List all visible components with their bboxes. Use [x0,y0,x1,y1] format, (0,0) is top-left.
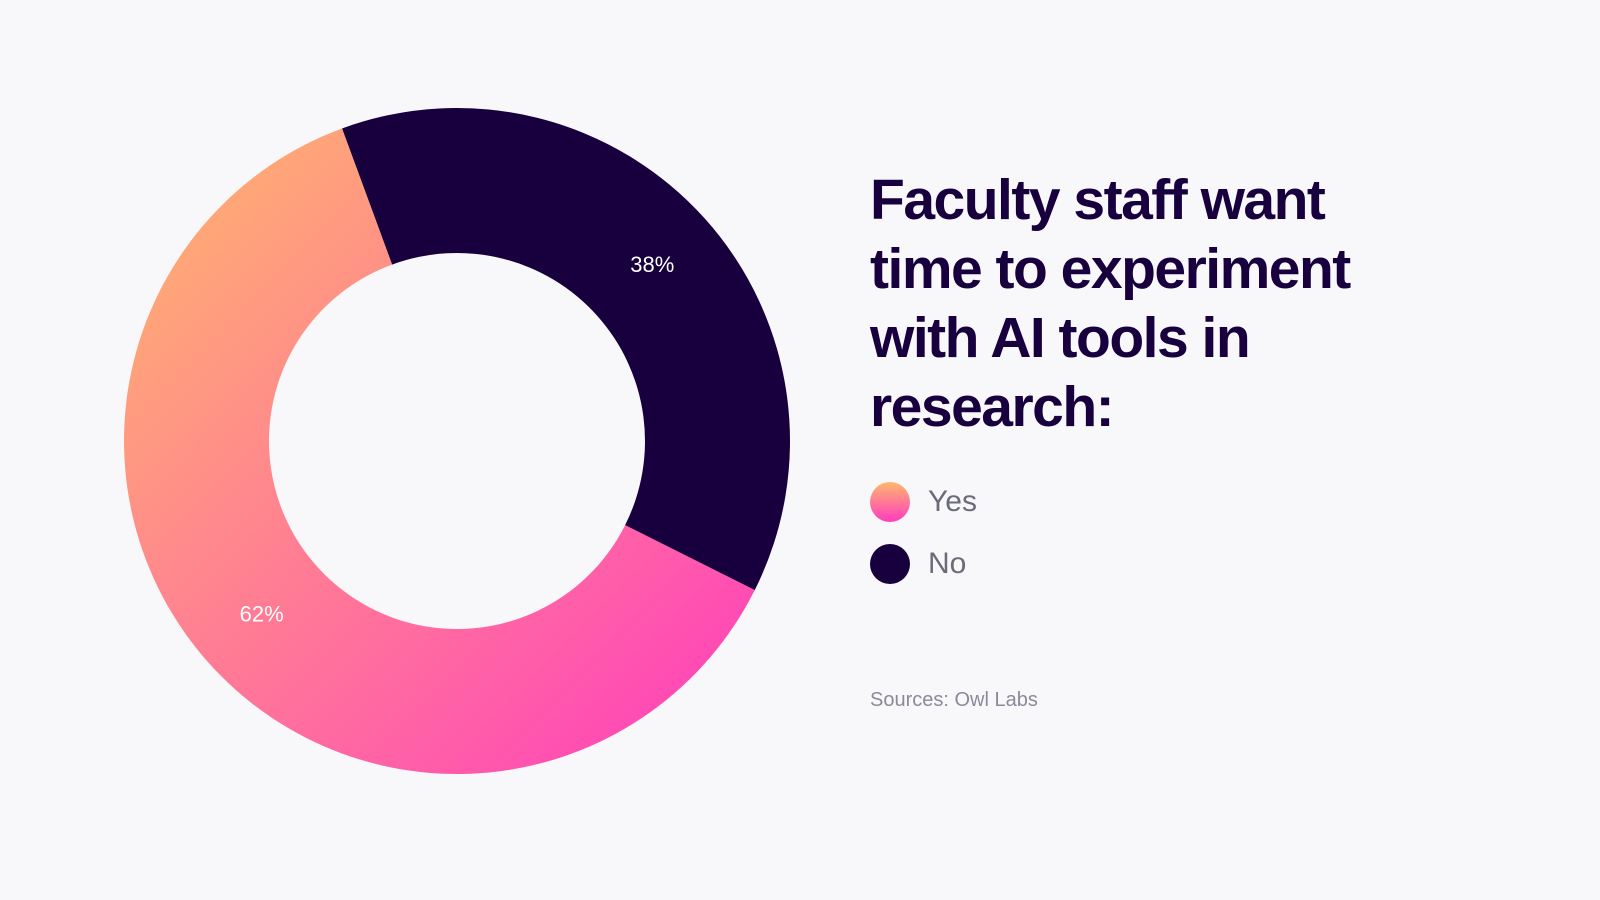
value-label: 38% [630,252,674,277]
value-label: 62% [240,601,284,626]
legend-marker [870,482,910,522]
chart-title: Faculty staff want time to experiment wi… [870,168,1351,439]
legend-marker [870,544,910,584]
donut-segment [342,107,790,591]
source-note: Sources: Owl Labs [870,689,1038,711]
legend-label: No [928,547,967,580]
legend-item: Yes [870,482,977,522]
legend-label: Yes [928,485,977,518]
legend-item: No [870,544,977,584]
donut-segment [124,128,755,775]
donut-chart: 38% 62% [124,107,790,775]
legend: Yes No [870,482,977,606]
